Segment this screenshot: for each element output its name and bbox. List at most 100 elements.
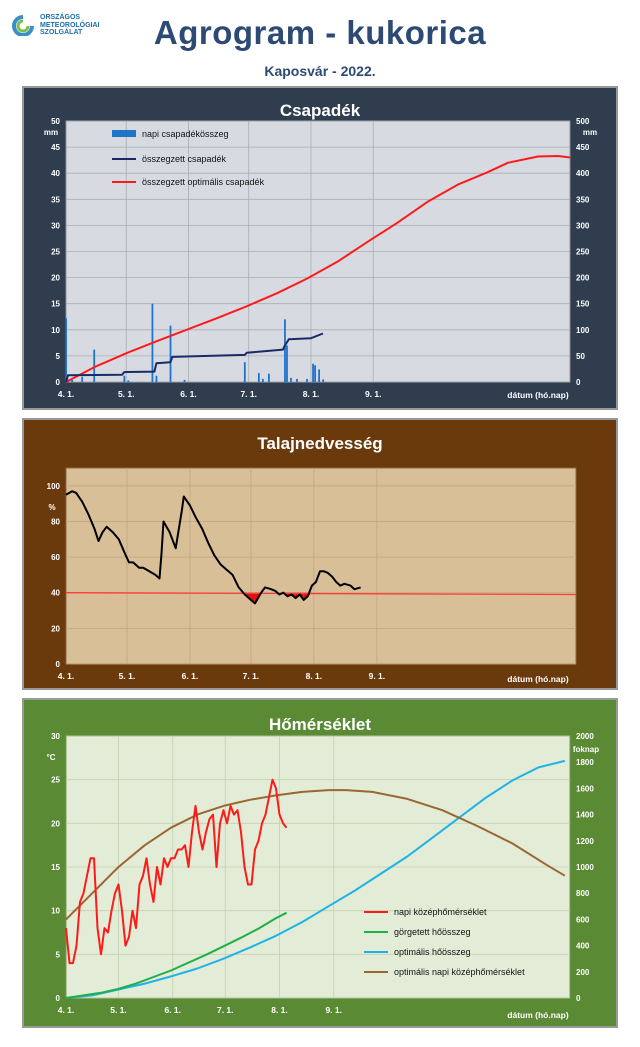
x-tick-label: 5. 1. <box>110 1005 127 1015</box>
x-tick-label: 7. 1. <box>240 389 257 399</box>
precipitation-chart: Csapadék mm mm 0 5 10 15 20 25 30 35 40 45 50 0 50 1… <box>24 88 616 408</box>
temperature-panel: Hőmérséklet °C foknap 0 5 10 15 20 25 30 0 200 4… <box>22 698 618 1028</box>
x-tick-label: 6. 1. <box>180 389 197 399</box>
precip-bar <box>243 362 246 382</box>
y-tick-label: 100 <box>47 482 61 491</box>
soil-moisture-chart: Talajnedvesség % 0 20 40 60 80 100 4. 1. 5. 1.… <box>24 420 616 688</box>
y-tick-label: 40 <box>51 589 60 598</box>
x-tick-label: 7. 1. <box>243 671 260 681</box>
precip-bar <box>93 349 96 382</box>
precip-bar <box>296 378 298 382</box>
deficit-area <box>254 592 262 604</box>
legend-label-rolling-sum: görgetett hőösszeg <box>394 927 471 937</box>
precip-bar <box>290 377 292 382</box>
y-tick-label: 30 <box>51 732 60 741</box>
y-tick-label-right: 1000 <box>576 863 594 872</box>
logo-line-1: ORSZÁGOS <box>40 14 81 21</box>
y-tick-label: 20 <box>51 819 60 828</box>
legend-label-optimal-daily-temp: optimális napi középhőmérséklet <box>394 967 525 977</box>
y-tick-label-right: 200 <box>576 274 590 283</box>
x-tick-label: 9. 1. <box>369 671 386 681</box>
plot-area <box>65 467 577 665</box>
optimal-heat-sum-line <box>65 759 566 999</box>
precip-bar <box>183 379 186 382</box>
y-tick-label: 25 <box>51 776 60 785</box>
y-tick-label-right: 100 <box>576 326 590 335</box>
deficit-area <box>250 592 255 604</box>
x-axis-label: dátum (hó.nap) <box>507 390 569 400</box>
y-tick-label: 40 <box>51 169 60 178</box>
daily-mean-temp-line <box>65 778 288 965</box>
y-tick-label-right: 450 <box>576 143 590 152</box>
precip-bar <box>169 325 172 382</box>
x-tick-label: 6. 1. <box>164 1005 181 1015</box>
precip-bar <box>286 345 288 382</box>
y-tick-label: 45 <box>51 143 60 152</box>
x-tick-label: 5. 1. <box>119 671 136 681</box>
precip-bar <box>314 365 316 382</box>
temperature-chart: Hőmérséklet °C foknap 0 5 10 15 20 25 30 0 200 4… <box>24 700 616 1026</box>
x-tick-label: 7. 1. <box>217 1005 234 1015</box>
precip-bar <box>306 378 308 382</box>
page-subtitle: Kaposvár - 2022. <box>264 63 376 79</box>
y-tick-label-right: 2000 <box>576 732 594 741</box>
y-tick-label-right: 200 <box>576 968 590 977</box>
rolling-heat-sum-line <box>65 911 287 999</box>
precip-bar <box>268 373 270 382</box>
y-tick-label-right: 150 <box>576 300 590 309</box>
precip-bar <box>71 379 74 382</box>
x-tick-label: 4. 1. <box>58 389 75 399</box>
y-tick-label: 30 <box>51 221 60 230</box>
soil-moisture-line <box>65 490 361 605</box>
y-tick-label-right: 500 <box>576 117 590 126</box>
x-tick-label: 9. 1. <box>325 1005 342 1015</box>
logo-text: ORSZÁGOS METEOROLÓGIAI SZOLGÁLAT <box>40 14 100 37</box>
y-tick-label: 0 <box>56 994 61 1003</box>
y-axis-unit-right: foknap <box>573 745 599 754</box>
precipitation-panel: Csapadék mm mm 0 5 10 15 20 25 30 35 40 45 50 0 50 1… <box>22 86 618 410</box>
legend-label-cumulative: összegzett csapadék <box>142 154 227 164</box>
y-tick-label-right: 0 <box>576 378 581 387</box>
precip-bar <box>312 363 314 382</box>
y-tick-label: 35 <box>51 195 60 204</box>
optimal-daily-temp-line <box>65 789 566 921</box>
y-tick-label-right: 1400 <box>576 811 594 820</box>
y-tick-label-right: 1200 <box>576 837 594 846</box>
legend-label-optimal-sum: optimális hőösszeg <box>394 947 471 957</box>
y-axis-unit-left: °C <box>47 753 56 762</box>
y-tick-label: 60 <box>51 553 60 562</box>
logo-line-3: SZOLGÁLAT <box>40 29 83 36</box>
x-tick-label: 4. 1. <box>58 1005 75 1015</box>
cumulative-precip-line <box>65 332 324 383</box>
y-tick-label: 20 <box>51 274 60 283</box>
precip-bar <box>81 376 84 382</box>
y-tick-label-right: 1600 <box>576 784 594 793</box>
y-tick-label: 10 <box>51 326 60 335</box>
x-tick-label: 4. 1. <box>58 671 75 681</box>
y-tick-label: 0 <box>56 660 61 669</box>
y-tick-label: 50 <box>51 117 60 126</box>
x-axis-label: dátum (hó.nap) <box>507 1010 569 1020</box>
y-tick-label: 15 <box>51 300 60 309</box>
precip-bar <box>318 369 321 382</box>
page-title: Agrogram - kukorica <box>153 14 487 51</box>
x-tick-label: 8. 1. <box>306 671 323 681</box>
precip-bar <box>123 375 126 382</box>
y-tick-label-right: 400 <box>576 169 590 178</box>
legend-label-optimal-cumulative: összegzett optimális csapadék <box>142 177 265 187</box>
x-tick-label: 9. 1. <box>365 389 382 399</box>
soil-moisture-panel: Talajnedvesség % 0 20 40 60 80 100 4. 1. 5. 1.… <box>22 418 618 690</box>
y-tick-label-right: 250 <box>576 248 590 257</box>
logo-icon <box>12 15 34 36</box>
y-tick-label-right: 300 <box>576 221 590 230</box>
x-tick-label: 8. 1. <box>271 1005 288 1015</box>
chart-title: Hőmérséklet <box>269 715 371 734</box>
precip-bar <box>155 375 158 382</box>
y-tick-label-right: 0 <box>576 994 581 1003</box>
y-tick-label-right: 600 <box>576 915 590 924</box>
legend-label-daily-temp: napi középhőmérséklet <box>394 907 487 917</box>
y-axis-unit-right: mm <box>583 128 597 137</box>
y-tick-label-right: 800 <box>576 889 590 898</box>
y-tick-label: 15 <box>51 863 60 872</box>
y-tick-label: 0 <box>56 378 61 387</box>
